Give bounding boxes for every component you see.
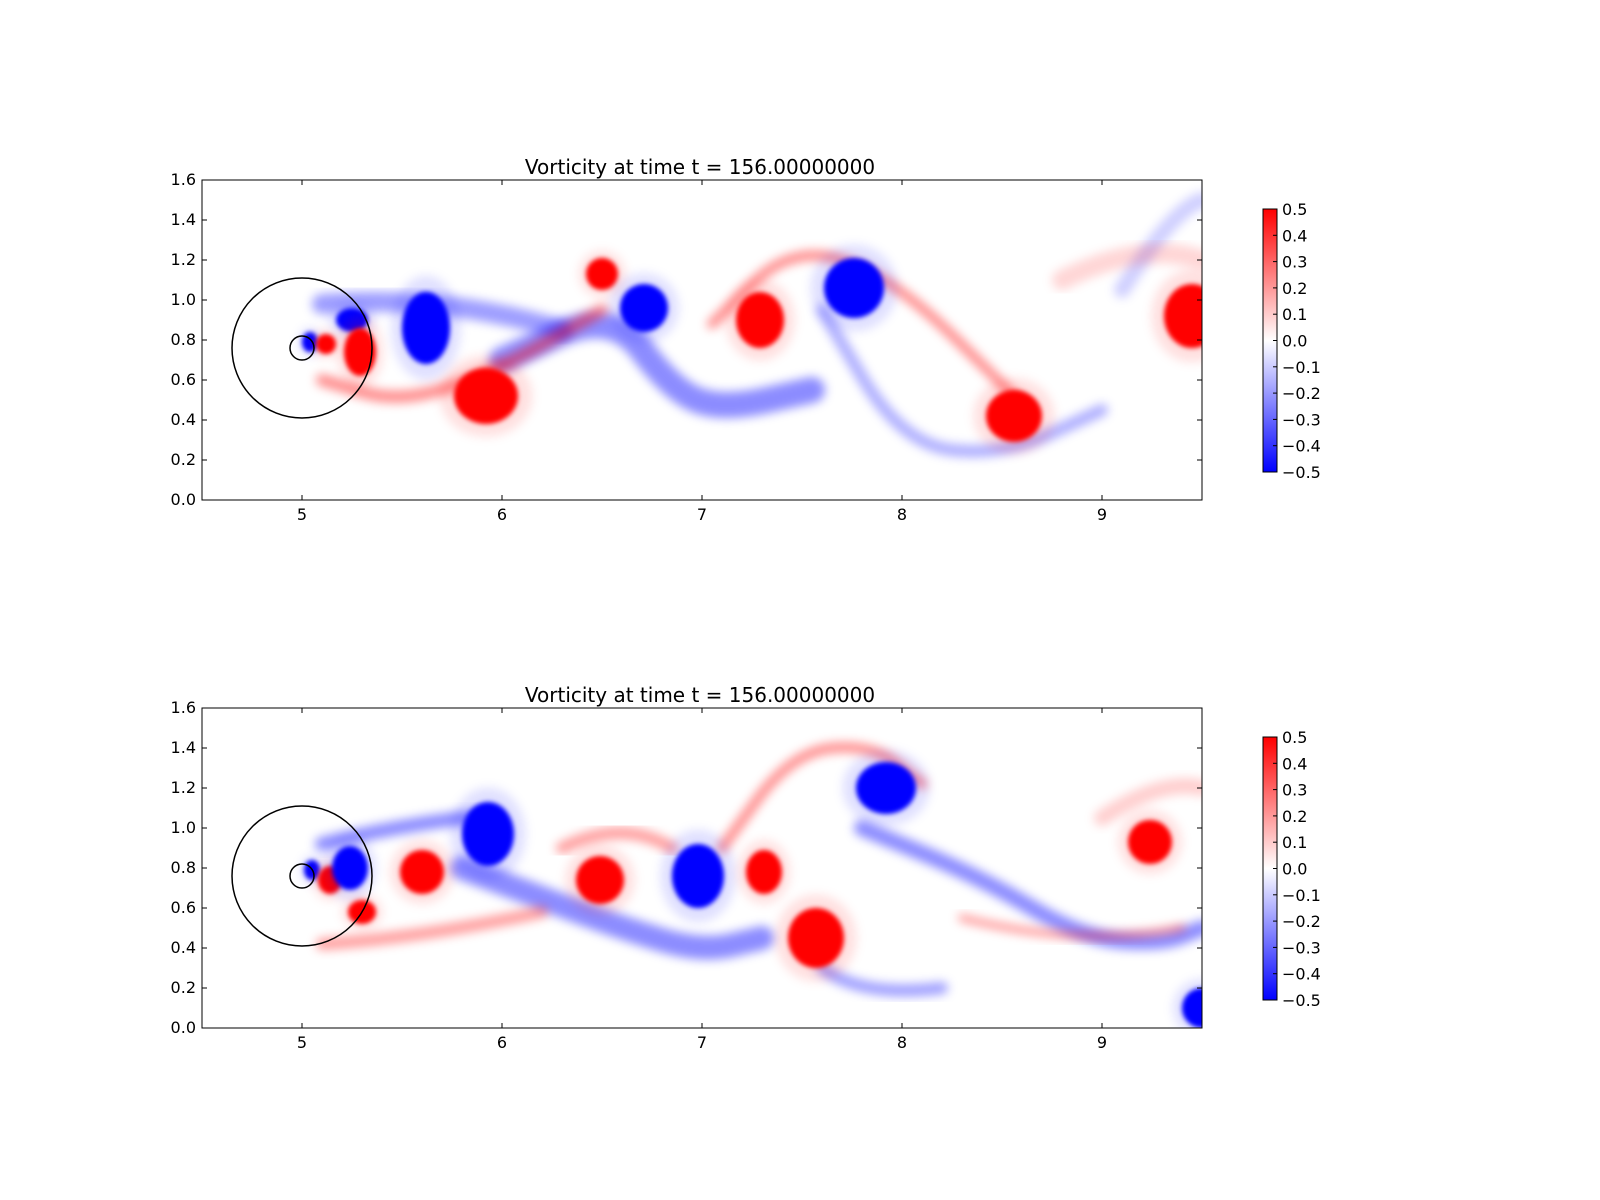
vortex — [344, 328, 376, 376]
x-tick-label: 8 — [897, 1033, 907, 1052]
x-tick-label: 7 — [697, 505, 707, 524]
colorbar: 0.5 0.4 0.3 0.2 0.1 0.0 −0.1 −0.2 −0.3 −0.4 −0.5 — [1262, 728, 1321, 1010]
plot-title-bottom: Vorticity at time t = 156.00000000 — [525, 683, 875, 707]
vortex — [1164, 284, 1202, 348]
y-tick-label: 0.4 — [171, 410, 196, 429]
vortex — [1128, 820, 1172, 864]
shear-filament — [316, 906, 548, 950]
colorbar-tick-label: 0.0 — [1282, 332, 1307, 351]
colorbar-tick-label: 0.1 — [1282, 305, 1307, 324]
colorbar-tick-label: 0.5 — [1282, 200, 1307, 219]
shear-filament — [1114, 192, 1202, 298]
y-tick-label: 0.0 — [171, 490, 196, 509]
vortex — [620, 284, 668, 332]
boundary-circle — [289, 335, 315, 361]
y-tick-label: 0.6 — [171, 898, 196, 917]
vortex — [462, 802, 514, 866]
x-tick-label: 7 — [697, 1033, 707, 1052]
colorbar-tick-label: 0.1 — [1282, 833, 1307, 852]
x-tick-label: 6 — [497, 505, 507, 524]
vortex — [576, 856, 624, 904]
vortex — [736, 292, 784, 348]
shear-filament — [1052, 243, 1202, 290]
colorbar-tick-label: 0.5 — [1282, 728, 1307, 747]
y-tick-label: 0.2 — [171, 978, 196, 997]
colorbar-tick-label: 0.4 — [1282, 226, 1307, 245]
vortex — [856, 762, 916, 814]
colorbar-tick-label: −0.5 — [1282, 991, 1321, 1010]
shear-filament — [958, 914, 1186, 940]
y-tick-label: 1.0 — [171, 290, 196, 309]
colorbar-tick-label: 0.4 — [1282, 754, 1307, 773]
colorbar-tick-label: 0.2 — [1282, 279, 1307, 298]
boundary-circle — [231, 277, 373, 419]
colorbar-tick-label: −0.4 — [1282, 437, 1321, 456]
colorbar-tick-label: −0.4 — [1282, 965, 1321, 984]
y-tick-label: 0.6 — [171, 370, 196, 389]
vortex — [586, 258, 618, 290]
colorbar-tick-label: 0.0 — [1282, 860, 1307, 879]
colorbar-tick-label: −0.1 — [1282, 358, 1321, 377]
plot-title-top: Vorticity at time t = 156.00000000 — [525, 155, 875, 179]
colorbar: 0.5 0.4 0.3 0.2 0.1 0.0 −0.1 −0.2 −0.3 −0.4 −0.5 — [1262, 200, 1321, 482]
colorbar-tick-label: −0.5 — [1282, 463, 1321, 482]
vortex — [316, 334, 336, 354]
y-tick-label: 1.6 — [171, 698, 196, 717]
vorticity-plot-top: Vorticity at time t = 156.00000000 5 6 7 8 9… — [171, 155, 1321, 524]
vorticity-field — [202, 708, 1202, 1028]
vortex — [454, 368, 518, 424]
vortex — [746, 850, 782, 894]
y-tick-label: 1.6 — [171, 170, 196, 189]
y-tick-label: 0.8 — [171, 330, 196, 349]
vortex — [402, 292, 450, 364]
x-tick-label: 8 — [897, 505, 907, 524]
colorbar-tick-label: 0.3 — [1282, 253, 1307, 272]
shear-filament — [316, 304, 608, 403]
colorbar-tick-label: −0.2 — [1282, 384, 1321, 403]
vorticity-plot-bottom: Vorticity at time t = 156.00000000 5 6 7 8 9… — [171, 683, 1321, 1052]
vortex — [1182, 988, 1202, 1028]
boundary-circle — [289, 863, 315, 889]
vortex — [986, 390, 1042, 442]
y-tick-label: 1.2 — [171, 250, 196, 269]
y-tick-label: 1.4 — [171, 738, 196, 757]
x-tick-label: 9 — [1097, 505, 1107, 524]
colorbar-tick-label: −0.3 — [1282, 410, 1321, 429]
vortex — [400, 850, 444, 894]
y-tick-label: 0.4 — [171, 938, 196, 957]
colorbar-tick-label: −0.2 — [1282, 912, 1321, 931]
colorbar-tick-label: 0.3 — [1282, 781, 1307, 800]
x-tick-label: 6 — [497, 1033, 507, 1052]
y-tick-label: 0.0 — [171, 1018, 196, 1037]
x-tick-label: 5 — [297, 1033, 307, 1052]
y-tick-label: 1.4 — [171, 210, 196, 229]
boundary-circle — [231, 805, 373, 947]
vortex — [332, 846, 368, 890]
shear-filament — [854, 820, 1202, 950]
colorbar-tick-label: 0.2 — [1282, 807, 1307, 826]
y-tick-label: 0.2 — [171, 450, 196, 469]
x-tick-label: 9 — [1097, 1033, 1107, 1052]
x-tick-label: 5 — [297, 505, 307, 524]
shear-filament — [1094, 778, 1202, 826]
colorbar-tick-label: −0.3 — [1282, 938, 1321, 957]
y-tick-label: 1.0 — [171, 818, 196, 837]
y-tick-label: 1.2 — [171, 778, 196, 797]
vortex — [824, 258, 884, 318]
y-tick-label: 0.8 — [171, 858, 196, 877]
colorbar-tick-label: −0.1 — [1282, 886, 1321, 905]
vortex — [672, 844, 724, 908]
vortex — [788, 908, 844, 968]
vorticity-field — [202, 180, 1202, 500]
shear-filament — [556, 827, 678, 854]
